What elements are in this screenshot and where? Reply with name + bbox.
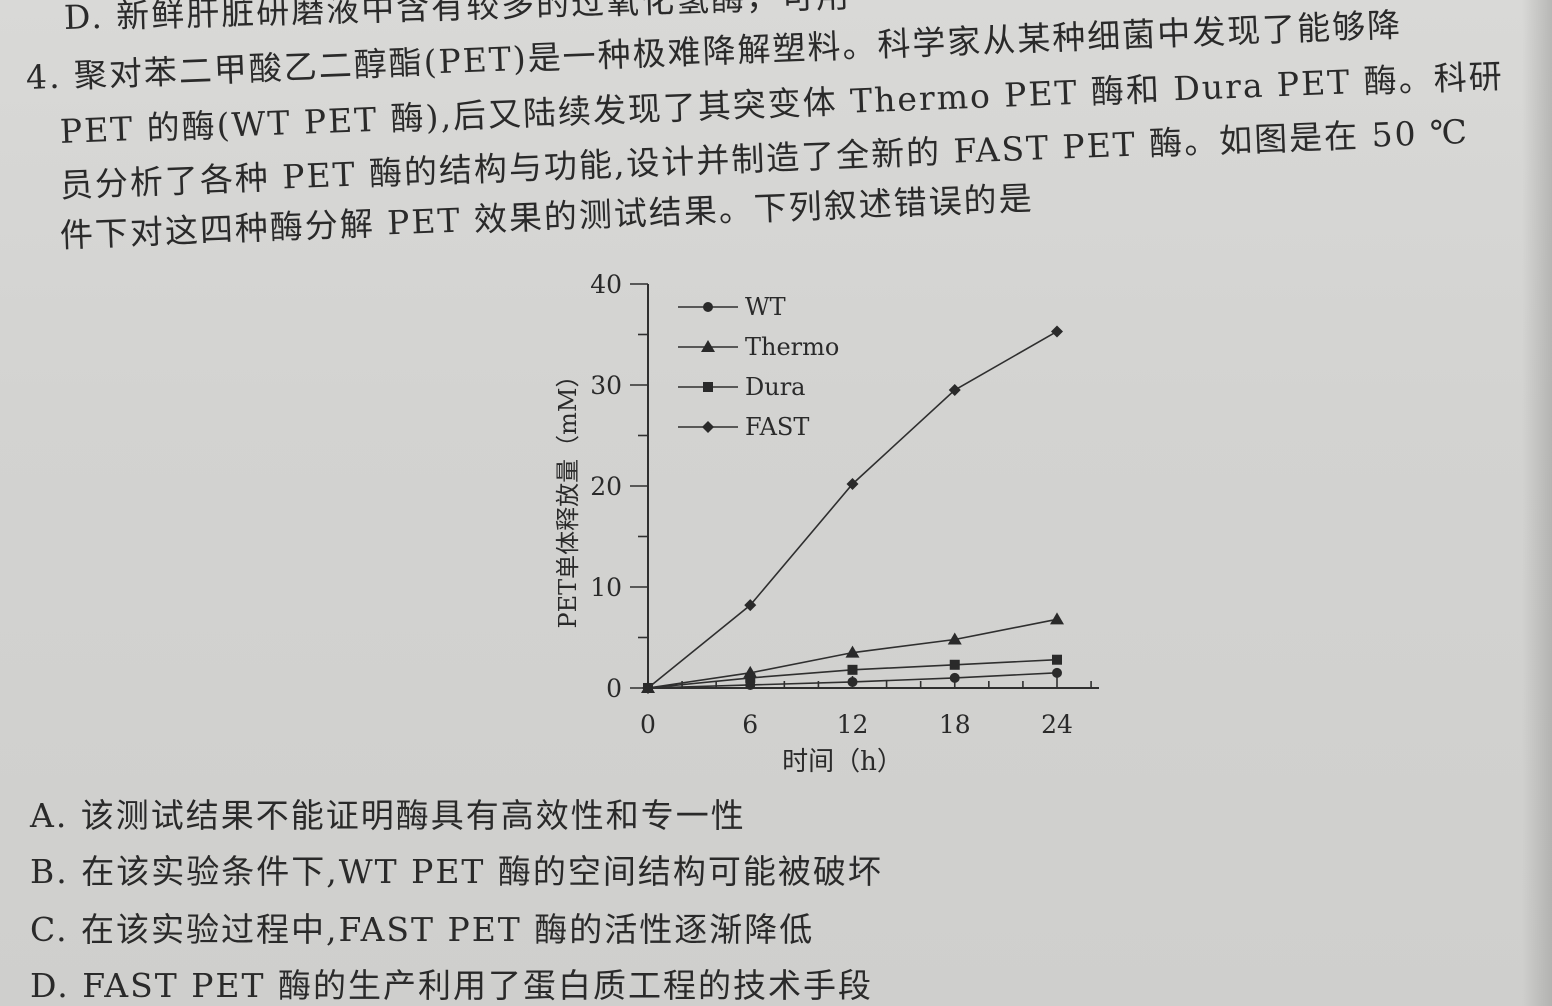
- chart-legend: WT Thermo Dura FAST: [678, 293, 839, 441]
- thermo-marker: [947, 632, 962, 645]
- option-b[interactable]: B. 在该实验条件下,WT PET 酶的空间结构可能被破坏: [30, 852, 883, 891]
- fast-marker: [744, 599, 757, 612]
- option-d[interactable]: D. FAST PET 酶的生产利用了蛋白质工程的技术手段: [30, 966, 874, 1005]
- wt-marker: [847, 676, 858, 687]
- pet-release-chart: 0 10 20 30 40 0 6 12 18 24 WT Thermo Dura FAST PET单体…: [554, 270, 1099, 777]
- fast-marker: [642, 682, 654, 694]
- x-tick-label: 0: [640, 710, 656, 739]
- fast-marker: [846, 477, 859, 490]
- x-axis-label: 时间（h）: [782, 747, 903, 777]
- option-a[interactable]: A. 该测试结果不能证明酶具有高效性和专一性: [30, 796, 746, 835]
- legend-label: Thermo: [745, 333, 839, 361]
- fast-marker: [948, 384, 961, 397]
- wt-marker: [703, 302, 713, 312]
- y-tick-label: 10: [590, 573, 622, 602]
- dura-marker: [745, 672, 756, 683]
- x-tick-label: 6: [742, 710, 758, 739]
- legend-label: FAST: [745, 413, 809, 441]
- y-tick-label: 30: [590, 371, 622, 400]
- x-tick-label: 12: [837, 710, 869, 739]
- y-tick-label: 0: [606, 674, 622, 703]
- thermo-marker: [1050, 612, 1064, 625]
- page-edge-shadow: [1522, 0, 1552, 1006]
- legend-entry-wt: WT: [678, 293, 786, 321]
- chart-axes: [647, 284, 1099, 689]
- legend-label: Dura: [745, 373, 805, 401]
- legend-label: WT: [745, 293, 786, 321]
- legend-entry-thermo: Thermo: [678, 333, 839, 361]
- wt-marker: [949, 672, 960, 683]
- chart-series: [641, 325, 1064, 694]
- fast-marker: [702, 421, 714, 433]
- series-fast: [642, 325, 1063, 694]
- x-tick-label: 18: [939, 710, 971, 739]
- fast-marker: [1051, 325, 1063, 338]
- wt-marker: [1052, 667, 1062, 678]
- legend-entry-fast: FAST: [678, 413, 809, 441]
- y-axis-label: PET单体释放量（mM）: [554, 363, 582, 628]
- dura-marker: [703, 382, 713, 392]
- y-tick-label: 20: [590, 472, 622, 501]
- dura-marker: [847, 664, 858, 675]
- legend-entry-dura: Dura: [678, 373, 805, 401]
- x-tick-label: 24: [1041, 710, 1073, 739]
- dura-marker: [949, 659, 960, 670]
- option-c[interactable]: C. 在该实验过程中,FAST PET 酶的活性逐渐降低: [30, 910, 815, 949]
- thermo-marker: [701, 340, 715, 352]
- dura-marker: [1052, 654, 1062, 665]
- thermo-marker: [845, 645, 860, 658]
- chart-ticks: 0 10 20 30 40 0 6 12 18 24: [590, 270, 1092, 739]
- y-tick-label: 40: [590, 270, 622, 299]
